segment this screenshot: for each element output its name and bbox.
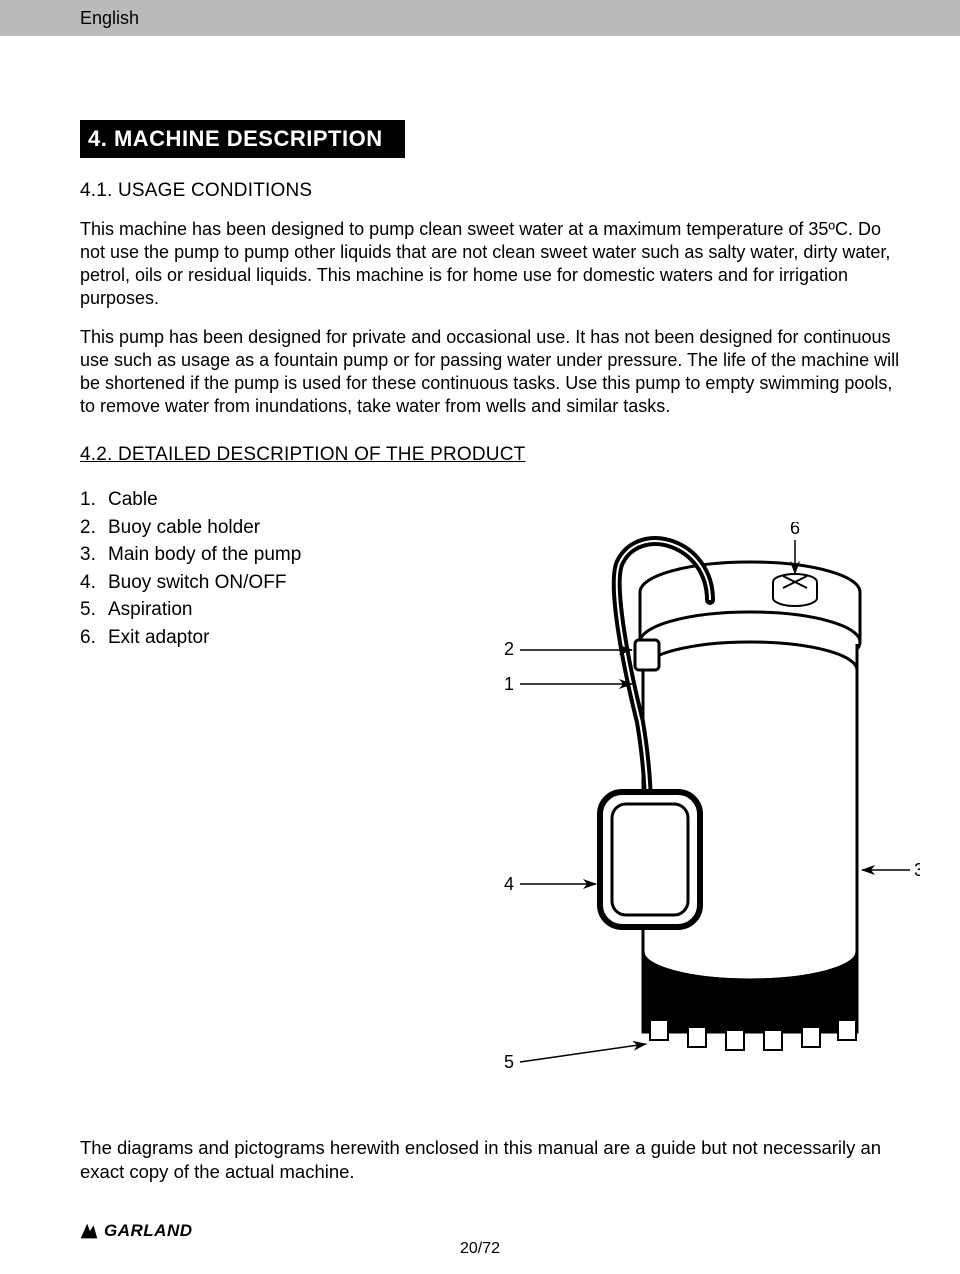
list-label: Buoy cable holder: [108, 514, 260, 542]
paragraph-usage-2: This pump has been designed for private …: [80, 326, 900, 418]
disclaimer-text: The diagrams and pictograms herewith enc…: [80, 1136, 912, 1183]
paragraph-usage-1: This machine has been designed to pump c…: [80, 218, 900, 310]
callout-1: 1: [504, 674, 514, 694]
list-number: 3.: [80, 541, 108, 569]
callout-2: 2: [504, 639, 514, 659]
subsection-detailed-description: 4.2. DETAILED DESCRIPTION OF THE PRODUCT: [80, 444, 900, 466]
brand-icon: [78, 1220, 100, 1242]
list-label: Main body of the pump: [108, 541, 301, 569]
list-number: 2.: [80, 514, 108, 542]
list-number: 5.: [80, 596, 108, 624]
subsection-usage-conditions: 4.1. USAGE CONDITIONS: [80, 180, 900, 202]
callout-3: 3: [914, 860, 920, 880]
list-label: Aspiration: [108, 596, 193, 624]
header-band: [0, 0, 960, 36]
list-number: 1.: [80, 486, 108, 514]
list-label: Exit adaptor: [108, 624, 209, 652]
list-number: 6.: [80, 624, 108, 652]
list-item: 1.Cable: [80, 486, 900, 514]
callout-5: 5: [504, 1052, 514, 1072]
brand-name: GARLAND: [104, 1221, 193, 1241]
page-number: 20/72: [0, 1240, 960, 1258]
brand-logo: GARLAND: [78, 1220, 193, 1242]
callout-6: 6: [790, 522, 800, 538]
section-title: 4. MACHINE DESCRIPTION: [80, 120, 405, 158]
list-label: Buoy switch ON/OFF: [108, 569, 286, 597]
pump-diagram: 6 2 1 4 3 5: [460, 522, 920, 1102]
list-number: 4.: [80, 569, 108, 597]
header-language: English: [80, 8, 139, 29]
list-label: Cable: [108, 486, 158, 514]
callout-4: 4: [504, 874, 514, 894]
